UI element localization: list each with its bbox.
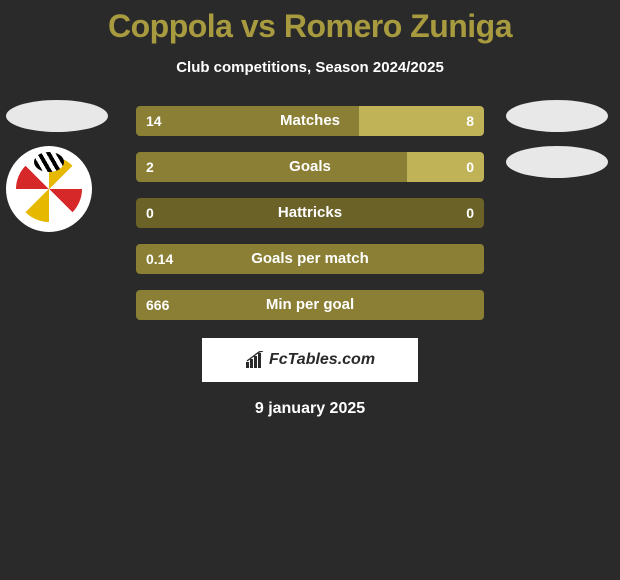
player-left-badges (6, 100, 114, 232)
stat-label: Goals (136, 152, 484, 182)
stat-label: Matches (136, 106, 484, 136)
stat-row: 00Hattricks (136, 198, 484, 228)
stat-row: 20Goals (136, 152, 484, 182)
player-left-club-badge (6, 146, 92, 232)
comparison-title: Coppola vs Romero Zuniga (0, 8, 620, 45)
stat-label: Goals per match (136, 244, 484, 274)
stat-label: Min per goal (136, 290, 484, 320)
stats-area: 148Matches 20Goals 00Hattricks 0.14Goals pe… (0, 106, 620, 320)
player-right-club-oval (506, 146, 608, 178)
stat-row: 148Matches (136, 106, 484, 136)
player-right-badges (506, 100, 614, 192)
player-right-country-oval (506, 100, 608, 132)
player-left-country-oval (6, 100, 108, 132)
stat-row: 666Min per goal (136, 290, 484, 320)
stat-rows: 148Matches 20Goals 00Hattricks 0.14Goals pe… (136, 106, 484, 320)
comparison-subtitle: Club competitions, Season 2024/2025 (0, 59, 620, 76)
brand-text: FcTables.com (269, 351, 375, 369)
date-line: 9 january 2025 (0, 400, 620, 418)
stat-row: 0.14Goals per match (136, 244, 484, 274)
bar-chart-icon (245, 351, 265, 369)
stat-label: Hattricks (136, 198, 484, 228)
brand-footer: FcTables.com (202, 338, 418, 382)
